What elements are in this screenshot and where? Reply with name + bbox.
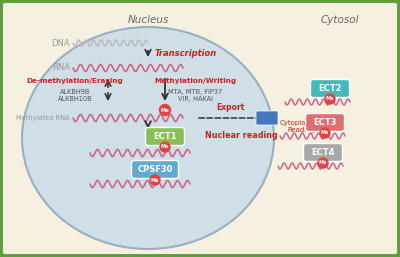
Text: ECT4: ECT4 [311,148,335,157]
Text: Me: Me [326,96,334,102]
Text: CPSF30: CPSF30 [137,165,173,174]
Text: Me: Me [319,161,327,166]
FancyBboxPatch shape [310,79,350,97]
FancyBboxPatch shape [306,114,344,132]
Text: Me: Me [160,107,170,113]
Text: ALKBH9B
ALKBH10B: ALKBH9B ALKBH10B [58,89,92,102]
Text: Transcription: Transcription [155,50,217,59]
Text: Me: Me [321,131,329,135]
Text: Nuclear reading: Nuclear reading [205,132,278,141]
Circle shape [325,94,335,104]
Text: ECT1: ECT1 [153,132,177,141]
Text: MTA, MTB, FIP37
VIR, HAKAI: MTA, MTB, FIP37 VIR, HAKAI [168,89,222,102]
Text: Cytosol: Cytosol [321,15,359,25]
Text: DNA: DNA [51,39,70,48]
Text: Export: Export [216,103,244,112]
Circle shape [160,105,170,115]
Text: Methylation/Writing: Methylation/Writing [154,78,236,84]
Circle shape [160,142,170,152]
Text: Methylated RNA: Methylated RNA [16,115,70,121]
Text: De-methylation/Erasing: De-methylation/Erasing [27,78,123,84]
Text: Cytoplasmic
Reading: Cytoplasmic Reading [280,120,323,133]
FancyBboxPatch shape [256,111,278,125]
Ellipse shape [22,27,274,249]
FancyBboxPatch shape [132,161,178,179]
Text: ECT3: ECT3 [313,118,337,127]
Circle shape [318,158,328,168]
Circle shape [320,128,330,138]
Text: Me: Me [161,144,169,150]
Text: Me: Me [151,178,159,182]
Circle shape [150,175,160,185]
FancyBboxPatch shape [146,127,184,145]
Text: Nucleus: Nucleus [127,15,169,25]
Text: RNA: RNA [52,63,70,72]
FancyBboxPatch shape [304,143,342,161]
Text: ECT2: ECT2 [318,84,342,93]
